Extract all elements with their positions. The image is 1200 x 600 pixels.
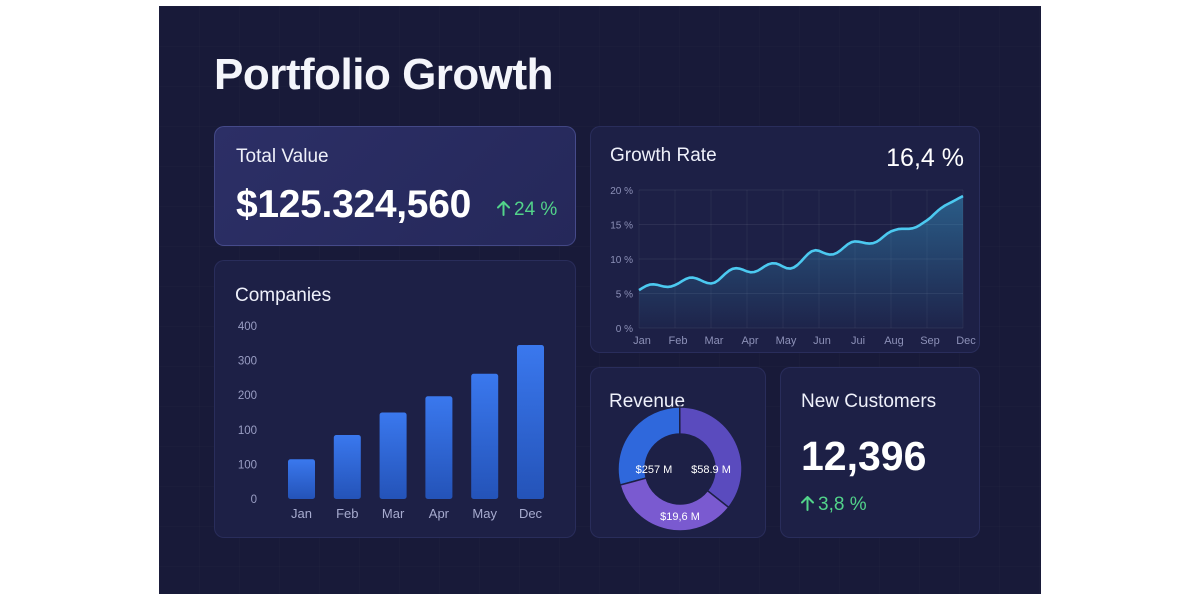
- companies-bar: [425, 396, 453, 499]
- x-tick-label: Jui: [851, 335, 865, 347]
- revenue-slice-label: $58.9 M: [691, 464, 731, 476]
- y-tick-label: 300: [238, 356, 257, 368]
- companies-bar: [517, 345, 544, 499]
- new-customers-value: 12,396: [801, 433, 927, 479]
- total-value-change-text: 24 %: [514, 199, 558, 220]
- total-value-card[interactable]: Total Value $125.324,560 24 %: [214, 126, 576, 246]
- y-tick-label: 15 %: [610, 221, 633, 232]
- revenue-slice: [619, 477, 730, 532]
- companies-bar: [288, 459, 315, 499]
- new-customers-card[interactable]: New Customers 12,396 3,8 %: [780, 367, 980, 538]
- companies-bar: [471, 373, 499, 499]
- growth-series-line: [638, 194, 964, 292]
- x-tick-label: Apr: [741, 335, 758, 347]
- y-tick-label: 200: [238, 390, 257, 402]
- y-tick-label: 100: [238, 425, 257, 437]
- y-tick-label: 0: [251, 494, 257, 506]
- revenue-slices-group: [617, 406, 743, 532]
- x-tick-label: Mar: [382, 506, 405, 521]
- companies-bar: [333, 434, 361, 499]
- revenue-card[interactable]: Revenue $257 M $58.9 M $19,6 M: [590, 367, 766, 538]
- total-value-amount: $125.324,560: [236, 183, 471, 226]
- x-tick-label: Jun: [813, 335, 831, 347]
- growth-rate-card[interactable]: Growth Rate 16,4 % 0 % 5 % 10 % 15 % 20 % Jan…: [590, 126, 980, 353]
- total-value-change: 24 %: [497, 199, 557, 221]
- revenue-donut-chart: $257 M $58.9 M $19,6 M: [617, 406, 743, 532]
- x-tick-label: Feb: [669, 335, 688, 347]
- revenue-slice-label: $257 M: [636, 464, 673, 476]
- x-tick-label: Dec: [956, 335, 976, 347]
- companies-card[interactable]: Companies 0 100 100 200 300 400 Jan Feb Mar Apr Ma…: [214, 260, 576, 538]
- x-tick-label: May: [776, 335, 797, 347]
- x-tick-label: May: [472, 506, 497, 521]
- y-tick-label: 400: [238, 321, 257, 333]
- y-tick-label: 20 %: [610, 186, 633, 197]
- revenue-label: Revenue: [609, 391, 686, 412]
- x-tick-label: Jan: [633, 335, 651, 347]
- x-tick-label: Jan: [291, 506, 312, 521]
- x-tick-label: Feb: [336, 506, 358, 521]
- growth-rate-label: Growth Rate: [610, 145, 717, 166]
- growth-rate-value: 16,4 %: [886, 144, 964, 172]
- x-tick-label: Apr: [429, 506, 450, 521]
- x-tick-label: Dec: [519, 506, 543, 521]
- arrow-up-icon: [801, 496, 814, 511]
- x-tick-label: Aug: [884, 335, 904, 347]
- revenue-slice: [678, 406, 743, 509]
- y-tick-label: 100: [238, 459, 257, 471]
- y-tick-label: 0 %: [616, 324, 633, 335]
- new-customers-label: New Customers: [801, 391, 937, 412]
- page-title: Portfolio Growth: [214, 50, 554, 99]
- x-tick-label: Sep: [920, 335, 940, 347]
- y-tick-label: 10 %: [610, 255, 633, 266]
- revenue-slice: [617, 406, 681, 486]
- companies-label: Companies: [235, 285, 332, 306]
- growth-line-chart: 0 % 5 % 10 % 15 % 20 % Jan Feb Mar Apr May Jun Jui A…: [610, 186, 976, 347]
- companies-bar-chart: 0 100 100 200 300 400 Jan Feb Mar Apr May Dec: [238, 321, 544, 521]
- new-customers-change: 3,8 %: [801, 494, 867, 516]
- revenue-slice-label: $19,6 M: [660, 511, 700, 523]
- dashboard-canvas: Portfolio Growth Total Value $125.324,56…: [159, 6, 1041, 594]
- y-tick-label: 5 %: [616, 290, 633, 301]
- new-customers-change-text: 3,8 %: [818, 494, 867, 515]
- total-value-label: Total Value: [236, 146, 329, 167]
- companies-bar: [379, 412, 407, 499]
- x-tick-label: Mar: [705, 335, 724, 347]
- arrow-up-icon: [497, 201, 510, 216]
